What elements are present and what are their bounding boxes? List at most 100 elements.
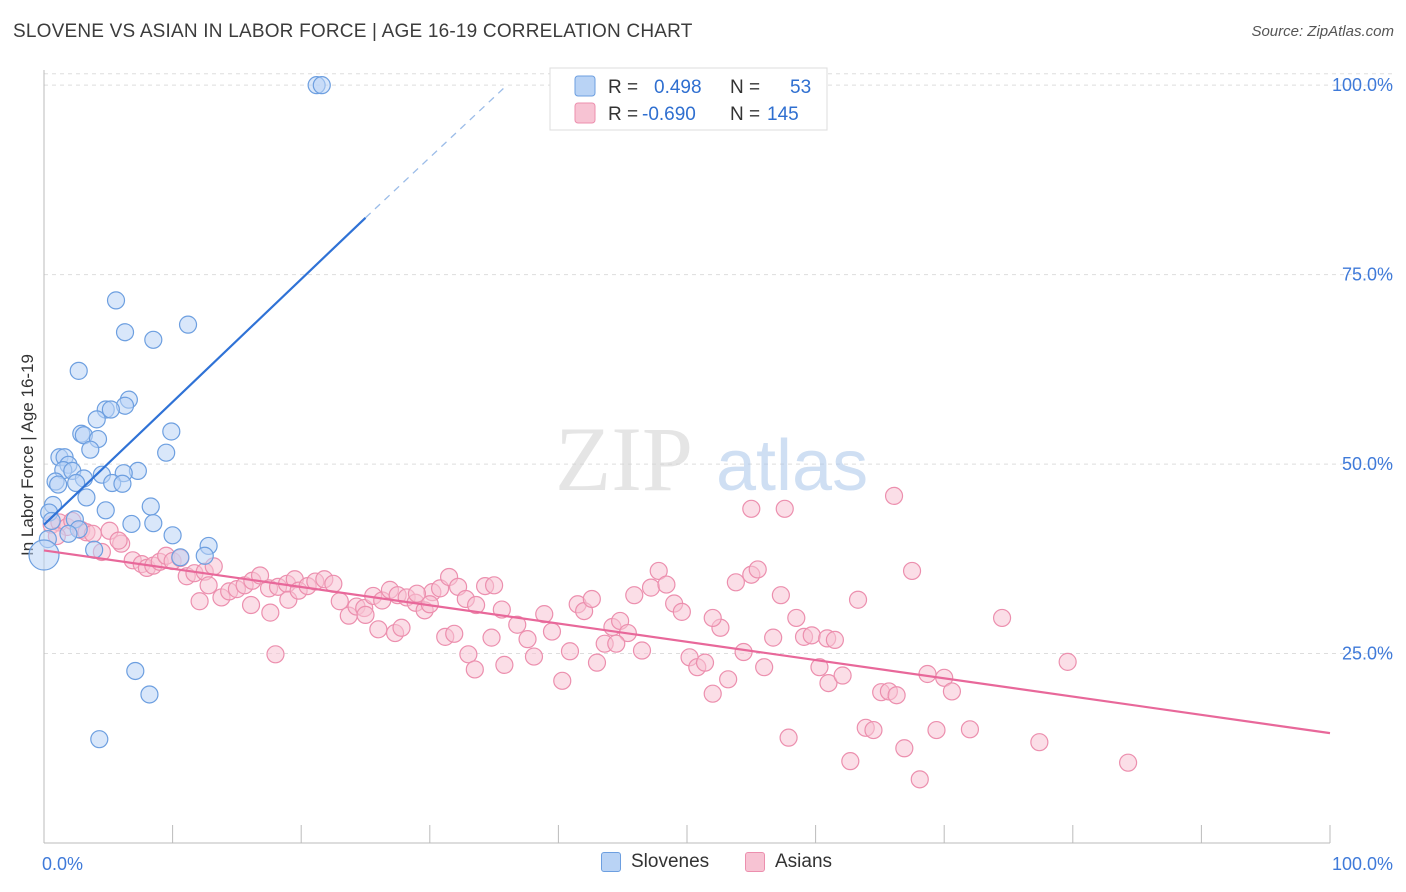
asian-point [848,590,868,609]
asian-point [241,595,261,615]
slovene-point [28,539,60,571]
slovene-point [163,526,182,545]
asian-point [632,641,652,660]
stats-r-value-1: 0.498 [654,77,702,98]
asian-point [465,660,484,679]
stats-r-value-2: -0.690 [642,104,696,125]
chart-title: SLOVENE VS ASIAN IN LABOR FORCE | AGE 16… [13,21,693,42]
asian-point [508,615,527,634]
asian-point [833,666,852,685]
stats-legend-swatch-slovenes [574,75,596,97]
asian-point [672,602,691,621]
slovene-point [113,474,132,493]
slovene-point [81,440,100,459]
asian-point [524,647,544,666]
asian-point [810,658,829,677]
asian-point [703,608,722,628]
slovene-point [171,548,190,567]
asian-point [726,573,745,592]
slovene-point [90,730,109,749]
asian-point [466,595,486,615]
slovene-point [195,546,214,565]
x-tick-max: 100.0% [1332,854,1393,874]
asians-points [42,486,1138,789]
legend-swatch-asians [745,852,765,872]
asian-point [819,673,838,693]
trend-lines [43,84,1331,735]
slovene-point [162,422,181,441]
stats-legend-box [549,67,828,131]
asian-point [535,605,554,624]
slovenes-trend-line [43,216,367,526]
slovenes-points [28,76,331,749]
legend-label-asians: Asians [775,851,833,872]
asian-point [1058,652,1077,671]
asian-point [199,576,218,595]
asian-point [802,626,821,645]
asian-point [742,499,761,518]
asian-point [190,592,209,611]
slovene-point [69,361,88,380]
axes [43,70,1331,844]
asian-point [587,653,607,672]
asian-point [356,605,375,624]
asian-point [895,739,914,758]
asian-point [942,682,962,701]
asian-point [1118,753,1138,772]
asian-point [734,642,753,662]
asian-point [695,653,715,672]
asian-point [607,634,626,653]
asian-point [649,561,668,581]
y-tick-label-3: 100.0% [1332,75,1393,95]
asian-point [703,684,722,703]
stats-n-value-2: 145 [767,104,799,125]
watermark: ZIP atlas [555,408,868,510]
asian-point [927,720,946,740]
asian-point [518,630,537,649]
asian-point [719,670,738,689]
asian-point [825,630,844,649]
y-tick-labels: 25.0% 50.0% 75.0% 100.0% [1332,75,1393,663]
slovene-point [67,473,86,493]
y-tick-label-0: 25.0% [1342,644,1393,664]
asian-point [459,645,478,664]
asian-point [902,561,922,581]
watermark-zip: ZIP [555,408,693,510]
slovene-point [126,661,145,681]
slovene-point [106,291,126,310]
asian-point [884,486,904,506]
asian-point [553,671,572,690]
slovene-point [144,330,163,349]
series-legend: Slovenes Asians [0,851,1406,879]
legend-label-slovenes: Slovenes [631,851,710,872]
asian-point [625,586,644,605]
asian-point [992,608,1012,628]
slovene-point [140,685,159,704]
slovene-point [312,76,331,95]
asian-point [787,608,806,628]
asian-point [261,603,280,622]
asian-point [960,720,980,739]
legend-swatch-slovenes [601,852,621,872]
slovene-point [178,315,198,334]
asian-point [775,499,794,518]
slovenes-trend-extension [365,84,508,219]
asians-trend-line [43,549,1331,735]
stats-r-label-1: R = [608,77,638,98]
asian-point [445,624,464,643]
slovene-point [144,514,163,533]
asian-point [482,628,501,647]
asian-point [542,622,562,641]
asian-point [657,575,676,594]
asian-point [841,752,860,771]
slovene-point [87,410,106,429]
asian-point [764,628,783,647]
stats-n-label-2: N = [730,104,760,125]
asian-point [748,560,767,579]
x-tick-labels: 0.0% 100.0% [42,854,1393,874]
slovene-point [59,524,78,543]
y-tick-label-2: 75.0% [1342,265,1393,285]
asian-point [1030,733,1049,752]
stats-legend-swatch-asians [574,102,596,124]
